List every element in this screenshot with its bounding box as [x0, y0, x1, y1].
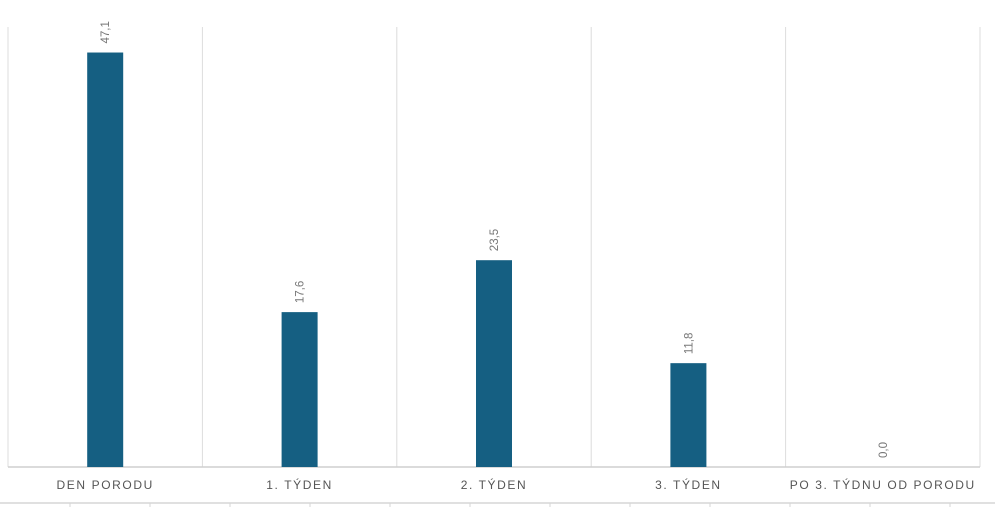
category-label: DEN PORODU — [57, 478, 154, 492]
category-label: 1. TÝDEN — [266, 477, 333, 492]
category-label: 3. TÝDEN — [655, 477, 722, 492]
bar-3 — [476, 260, 512, 467]
data-label: 47,1 — [100, 21, 112, 43]
data-label: 23,5 — [489, 229, 501, 251]
bar-4 — [670, 363, 707, 467]
data-label: 11,8 — [683, 333, 695, 355]
bar-2 — [281, 312, 318, 467]
data-label: 17,6 — [295, 281, 307, 303]
category-label: 2. TÝDEN — [461, 477, 528, 492]
data-label: 0,0 — [878, 442, 890, 458]
bar-1 — [87, 52, 124, 468]
category-label: PO 3. TÝDNU OD PORODU — [790, 477, 976, 492]
